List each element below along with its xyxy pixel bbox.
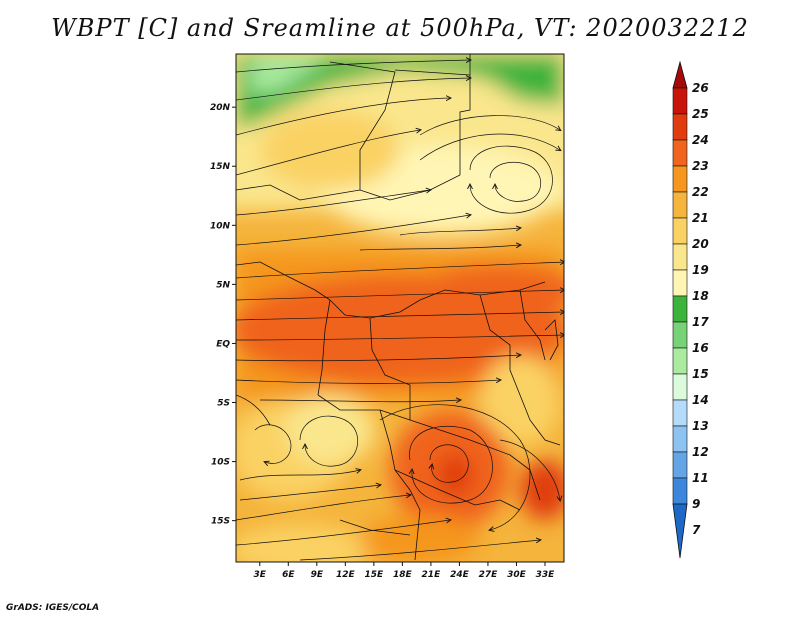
colorbar-top-arrow [672,60,688,89]
streamlines [236,60,564,561]
lon-tick-label: 24E [450,570,470,580]
colorbar-swatch [672,373,688,401]
lon-tick-label: 12E [336,570,356,580]
colorbar-swatch [672,165,688,193]
lon-tick-label: 6E [282,570,295,580]
lon-tick-label: 30E [507,570,527,580]
colorbar-label: 26 [692,81,709,95]
lat-tick-label: 15S [211,517,230,527]
colorbar-swatch [672,451,688,479]
grads-credit: GrADS: IGES/COLA [6,603,100,613]
colorbar-swatch [672,425,688,453]
colorbar-label: 20 [692,237,709,251]
colorbar-label: 16 [692,341,709,355]
colorbar-swatch [672,347,688,375]
latitude-axis: 20N 15N 10N 5N EQ 5S 10S 15S [210,103,236,527]
colorbar-label: 23 [692,159,709,173]
colorbar-label: 7 [692,523,701,537]
map-frame [235,53,565,563]
lon-tick-label: 27E [479,570,499,580]
colorbar-swatch [672,399,688,427]
country-boundaries [236,54,561,561]
colorbar-label: 22 [692,185,709,199]
colorbar-label: 19 [692,263,709,277]
colorbar-legend: 26 25 24 23 22 21 20 19 18 17 16 15 14 13 12 11 9 7 [672,60,709,559]
lon-tick-label: 18E [393,570,413,580]
colorbar-label: 21 [692,211,709,225]
lat-tick-label: 20N [210,103,231,113]
colorbar-label: 15 [692,367,709,381]
colorbar-label: 24 [692,133,709,147]
colorbar-bottom-arrow [672,503,688,559]
lat-tick-label: 10S [211,458,230,468]
lon-tick-label: 21E [422,570,442,580]
lon-tick-label: 15E [365,570,385,580]
colorbar-swatch [672,113,688,141]
colorbar-label: 13 [692,419,709,433]
lon-tick-label: 9E [311,570,324,580]
lat-tick-label: 10N [210,221,231,231]
colorbar-label: 12 [692,445,709,459]
colorbar-swatch [672,243,688,271]
colorbar-swatch [672,321,688,349]
colorbar-swatch [672,191,688,219]
lon-tick-label: 33E [536,570,556,580]
colorbar-label: 25 [692,107,709,121]
colorbar-swatch [672,139,688,167]
colorbar-swatch [672,269,688,297]
colorbar-swatch [672,87,688,115]
colorbar-swatch [672,217,688,245]
colorbar-label: 9 [692,497,700,511]
lat-tick-label: 15N [210,162,231,172]
colorbar-label: 14 [692,393,709,407]
lat-tick-label: 5S [217,399,230,409]
lat-tick-label: EQ [216,339,230,349]
chart-title: WBPT [C] and Sreamline at 500hPa, VT: 20… [51,14,749,42]
colorbar-label: 11 [692,471,709,485]
colorbar-label: 17 [692,315,709,329]
colorbar-label: 18 [692,289,709,303]
colorbar-swatch [672,295,688,323]
colorbar-swatch [672,477,688,505]
wbpt-shaded-field [236,54,564,562]
lon-tick-label: 3E [254,570,267,580]
longitude-axis: 3E 6E 9E 12E 15E 18E 21E 24E 27E 30E 33E [254,562,556,580]
lat-tick-label: 5N [216,280,230,290]
